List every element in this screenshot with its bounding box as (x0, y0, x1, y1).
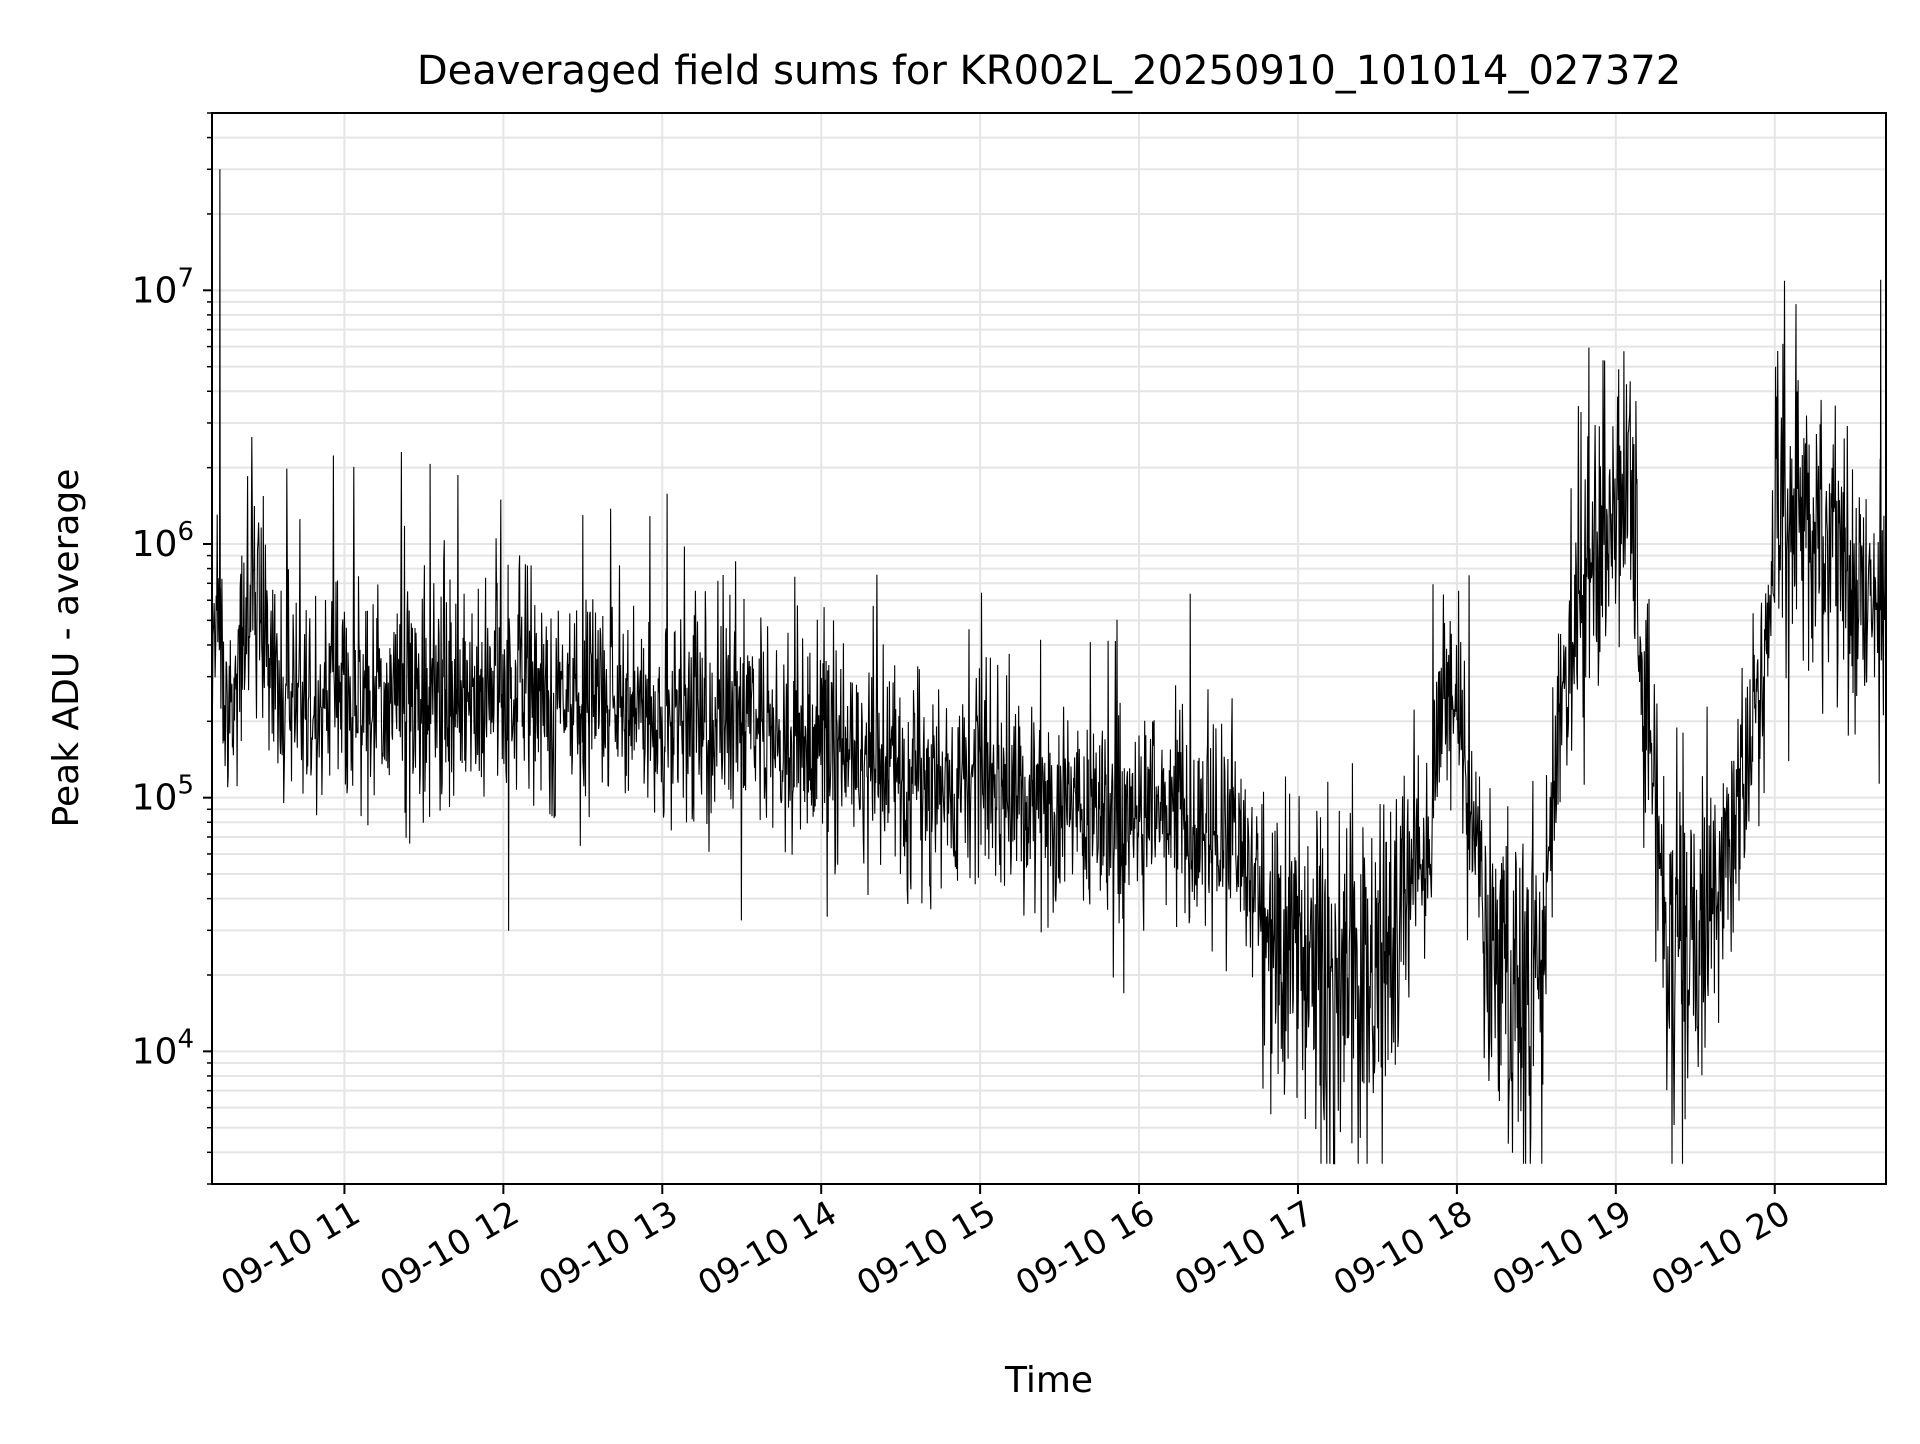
x-tick-label: 09-10 14 (691, 1193, 843, 1304)
x-tick-label: 09-10 18 (1327, 1193, 1479, 1304)
x-tick-label: 09-10 20 (1645, 1193, 1797, 1304)
data-layer (211, 169, 1887, 1165)
x-tick-label: 09-10 11 (215, 1193, 367, 1304)
x-tick-label: 09-10 15 (850, 1193, 1002, 1304)
y-axis-label: Peak ADU - average (46, 469, 87, 828)
x-axis-label: Time (1004, 1360, 1093, 1401)
x-axis-ticks: 09-10 11 09-10 12 09-10 13 09-10 14 09-10 15… (215, 1184, 1797, 1304)
x-tick-label: 09-10 12 (373, 1193, 525, 1304)
y-tick-label: 106 (132, 517, 194, 565)
x-tick-label: 09-10 13 (532, 1193, 684, 1304)
y-axis-ticks: 104 105 106 107 (132, 112, 212, 1185)
y-tick-label: 104 (132, 1024, 194, 1072)
x-tick-label: 09-10 19 (1486, 1193, 1638, 1304)
plot-frame (211, 112, 1887, 1185)
y-tick-label: 107 (132, 263, 194, 311)
y-tick-label: 105 (132, 771, 194, 819)
x-tick-label: 09-10 16 (1009, 1193, 1161, 1304)
series-line (211, 169, 1887, 1165)
chart-title: Deaveraged field sums for KR002L_2025091… (417, 48, 1681, 94)
x-tick-label: 09-10 17 (1168, 1193, 1320, 1304)
